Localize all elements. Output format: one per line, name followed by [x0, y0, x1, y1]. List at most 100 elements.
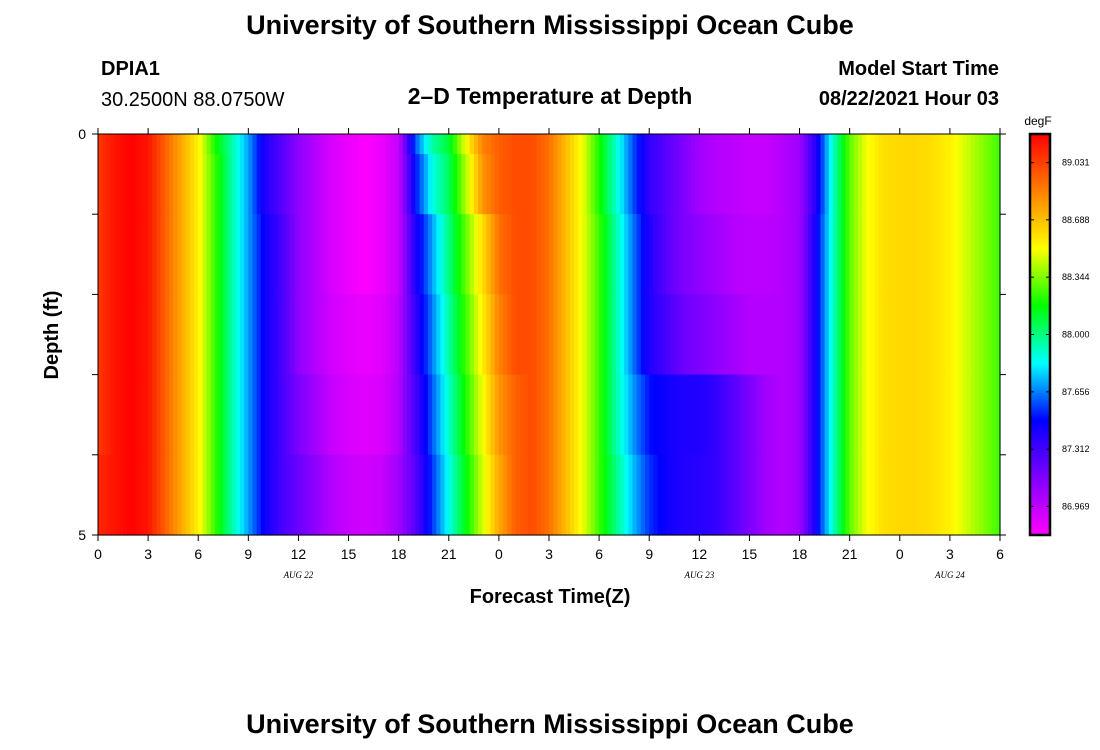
heatmap-cell	[941, 294, 947, 376]
heatmap-cell	[227, 154, 233, 215]
heatmap-cell	[933, 374, 938, 456]
heatmap-cell	[315, 214, 320, 295]
heatmap-cell	[323, 374, 329, 456]
heatmap-cell	[632, 154, 638, 215]
heatmap-cell	[394, 374, 400, 456]
heatmap-cell	[219, 294, 224, 376]
heatmap-cell	[966, 454, 972, 536]
heatmap-cell	[164, 154, 170, 215]
heatmap-cell	[256, 214, 262, 295]
heatmap-cell	[757, 454, 763, 536]
heatmap-cell	[532, 374, 538, 456]
heatmap-cell	[340, 214, 345, 295]
heatmap-cell	[920, 214, 926, 295]
heatmap-cell	[895, 454, 901, 536]
heatmap-cell	[290, 154, 295, 215]
heatmap-cell	[239, 154, 245, 215]
heatmap-cell	[640, 134, 646, 155]
heatmap-cell	[490, 154, 496, 215]
heatmap-cell	[745, 214, 751, 295]
heatmap-cell	[273, 374, 279, 456]
heatmap-cell	[745, 454, 751, 536]
heatmap-cell	[465, 214, 471, 295]
heatmap-cell	[607, 134, 613, 155]
heatmap-cell	[749, 214, 755, 295]
heatmap-cell	[198, 374, 203, 456]
heatmap-cell	[223, 214, 229, 295]
heatmap-cell	[628, 294, 634, 376]
heatmap-cell	[841, 454, 847, 536]
heatmap-cell	[373, 454, 379, 536]
heatmap-cell	[160, 134, 166, 155]
heatmap-cell	[974, 214, 980, 295]
heatmap-cell	[707, 134, 713, 155]
heatmap-cell	[787, 154, 792, 215]
heatmap-cell	[344, 374, 350, 456]
heatmap-cell	[574, 294, 579, 376]
heatmap-cell	[870, 374, 876, 456]
heatmap-cell	[440, 374, 446, 456]
heatmap-cell	[540, 134, 546, 155]
heatmap-cell	[540, 374, 546, 456]
date-label: AUG 24	[934, 570, 965, 580]
heatmap-cell	[774, 374, 780, 456]
heatmap-cell	[398, 154, 404, 215]
heatmap-cell	[423, 214, 429, 295]
heatmap-cell	[327, 154, 333, 215]
heatmap-cell	[352, 374, 358, 456]
heatmap-cell	[845, 294, 851, 376]
heatmap-cell	[98, 454, 103, 536]
heatmap-cell	[127, 154, 133, 215]
heatmap-cell	[941, 154, 947, 215]
heatmap-cell	[310, 374, 316, 456]
colorbar-unit: degF	[1024, 114, 1051, 128]
heatmap-cell	[657, 154, 663, 215]
heatmap-cell	[432, 374, 437, 456]
heatmap-cell	[402, 214, 408, 295]
heatmap-cell	[432, 454, 437, 536]
heatmap-cell	[465, 134, 471, 155]
heatmap-cell	[102, 374, 107, 456]
heatmap-cell	[949, 214, 955, 295]
heatmap-cell	[619, 214, 625, 295]
heatmap-cell	[519, 134, 525, 155]
heatmap-cell	[432, 154, 437, 215]
heatmap-cell	[799, 134, 805, 155]
heatmap-cell	[348, 154, 354, 215]
heatmap-cell	[285, 374, 291, 456]
x-tick-label: 15	[341, 546, 357, 562]
heatmap-cell	[678, 294, 684, 376]
heatmap-cell	[878, 154, 884, 215]
heatmap-cell	[528, 214, 533, 295]
heatmap-cell	[381, 454, 387, 536]
heatmap-cell	[845, 374, 851, 456]
heatmap-cell	[557, 214, 563, 295]
heatmap-cell	[807, 454, 813, 536]
heatmap-cell	[816, 154, 822, 215]
heatmap-cell	[277, 454, 283, 536]
heatmap-cell	[411, 374, 416, 456]
heatmap-cell	[736, 374, 742, 456]
heatmap-cell	[206, 134, 212, 155]
heatmap-cell	[895, 294, 901, 376]
heatmap-cell	[457, 294, 462, 376]
heatmap-cell	[544, 374, 550, 456]
heatmap-cell	[778, 134, 784, 155]
heatmap-cell	[795, 454, 801, 536]
heatmap-cell	[682, 214, 688, 295]
heatmap-cell	[858, 374, 863, 456]
heatmap-cell	[540, 214, 546, 295]
heatmap-cell	[494, 374, 500, 456]
heatmap-cell	[862, 374, 867, 456]
heatmap-cell	[390, 374, 396, 456]
heatmap-cell	[607, 214, 613, 295]
heatmap-cell	[398, 294, 404, 376]
heatmap-cell	[369, 454, 375, 536]
heatmap-cell	[532, 154, 538, 215]
heatmap-cell	[315, 134, 320, 155]
heatmap-cell	[135, 214, 141, 295]
heatmap-cell	[219, 154, 224, 215]
heatmap-cell	[148, 454, 153, 536]
heatmap-cell	[749, 454, 755, 536]
heatmap-cell	[757, 294, 763, 376]
